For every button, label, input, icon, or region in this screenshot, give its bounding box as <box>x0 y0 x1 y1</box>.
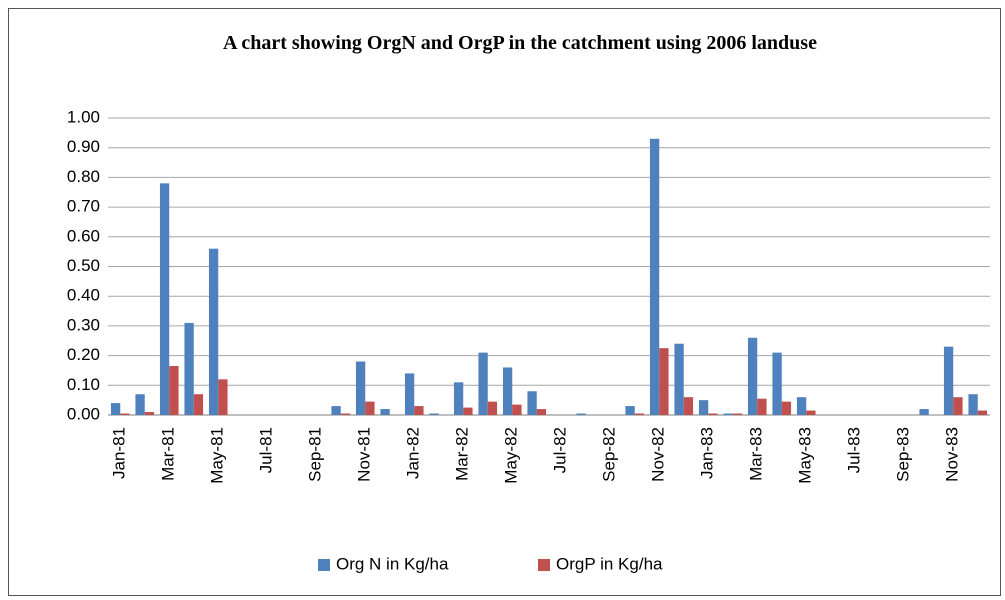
bar <box>218 379 228 415</box>
legend-swatch <box>318 559 330 571</box>
bar <box>159 183 170 415</box>
x-tick-label: Jan-81 <box>110 427 129 479</box>
x-tick-label: May-83 <box>796 427 815 484</box>
bar <box>193 394 204 415</box>
chart-frame <box>8 8 1001 596</box>
legend-swatch <box>538 559 550 571</box>
bar <box>919 409 929 415</box>
bar <box>634 413 645 415</box>
bar <box>943 346 954 415</box>
bar <box>781 401 792 415</box>
bar <box>110 403 121 415</box>
bar <box>977 410 988 415</box>
bar <box>806 410 816 415</box>
bar <box>683 397 694 415</box>
x-tick-label: Sep-83 <box>894 427 913 482</box>
bar <box>708 413 718 415</box>
x-tick-label: Mar-83 <box>747 427 766 481</box>
bar <box>453 382 464 415</box>
legend-label: OrgP in Kg/ha <box>556 554 663 573</box>
bar <box>355 361 366 415</box>
x-tick-label: Jul-82 <box>551 427 570 473</box>
y-tick-label: 0.30 <box>67 315 100 334</box>
y-tick-label: 0.20 <box>67 345 100 364</box>
bar <box>463 407 473 415</box>
bar <box>331 406 341 415</box>
bar <box>968 394 978 415</box>
y-tick-label: 0.10 <box>67 375 100 394</box>
chart-title: A chart showing OrgN and OrgP in the cat… <box>223 32 817 54</box>
x-tick-label: Nov-82 <box>649 427 668 482</box>
y-tick-label: 0.60 <box>67 226 100 245</box>
bar <box>757 398 767 415</box>
bar <box>169 365 179 415</box>
bar <box>796 397 807 415</box>
legend-label: Org N in Kg/ha <box>336 554 449 573</box>
bar <box>380 409 390 415</box>
bar <box>135 394 145 415</box>
x-tick-label: Mar-82 <box>453 427 472 481</box>
bar <box>953 397 963 415</box>
bar <box>208 248 219 415</box>
bar <box>365 401 375 415</box>
x-tick-label: Sep-81 <box>306 427 325 482</box>
x-tick-label: Nov-83 <box>943 427 962 482</box>
y-tick-label: 0.90 <box>67 137 100 156</box>
x-tick-label: Sep-82 <box>600 427 619 482</box>
bar <box>144 412 155 415</box>
bar <box>732 413 743 415</box>
bar <box>772 352 782 415</box>
x-tick-label: Jan-82 <box>404 427 423 479</box>
bar <box>404 373 415 415</box>
bar <box>536 409 547 415</box>
x-tick-label: May-82 <box>502 427 521 484</box>
x-tick-label: May-81 <box>208 427 227 484</box>
bar <box>478 352 488 415</box>
bar <box>649 138 660 416</box>
bar <box>723 413 733 415</box>
bar <box>120 413 130 415</box>
y-tick-label: 0.50 <box>67 256 100 275</box>
bar <box>414 406 424 415</box>
x-tick-label: Jul-81 <box>257 427 276 473</box>
bar <box>747 337 758 415</box>
bar <box>340 413 351 415</box>
bar <box>659 348 669 415</box>
bar <box>576 413 586 415</box>
y-tick-label: 0.80 <box>67 167 100 186</box>
bar <box>502 367 513 415</box>
y-tick-label: 0.40 <box>67 286 100 305</box>
bar <box>487 401 498 415</box>
y-tick-label: 0.00 <box>67 404 100 423</box>
x-tick-label: Nov-81 <box>355 427 374 482</box>
bar <box>429 413 439 415</box>
bar <box>698 400 709 415</box>
bar <box>184 322 194 415</box>
y-tick-label: 0.70 <box>67 197 100 216</box>
bar <box>625 406 635 415</box>
y-tick-label: 1.00 <box>67 107 100 126</box>
x-tick-label: Jan-83 <box>698 427 717 479</box>
bar <box>512 404 522 415</box>
x-tick-label: Jul-83 <box>845 427 864 473</box>
bar <box>527 391 537 415</box>
x-tick-label: Mar-81 <box>159 427 178 481</box>
bar <box>674 343 684 415</box>
